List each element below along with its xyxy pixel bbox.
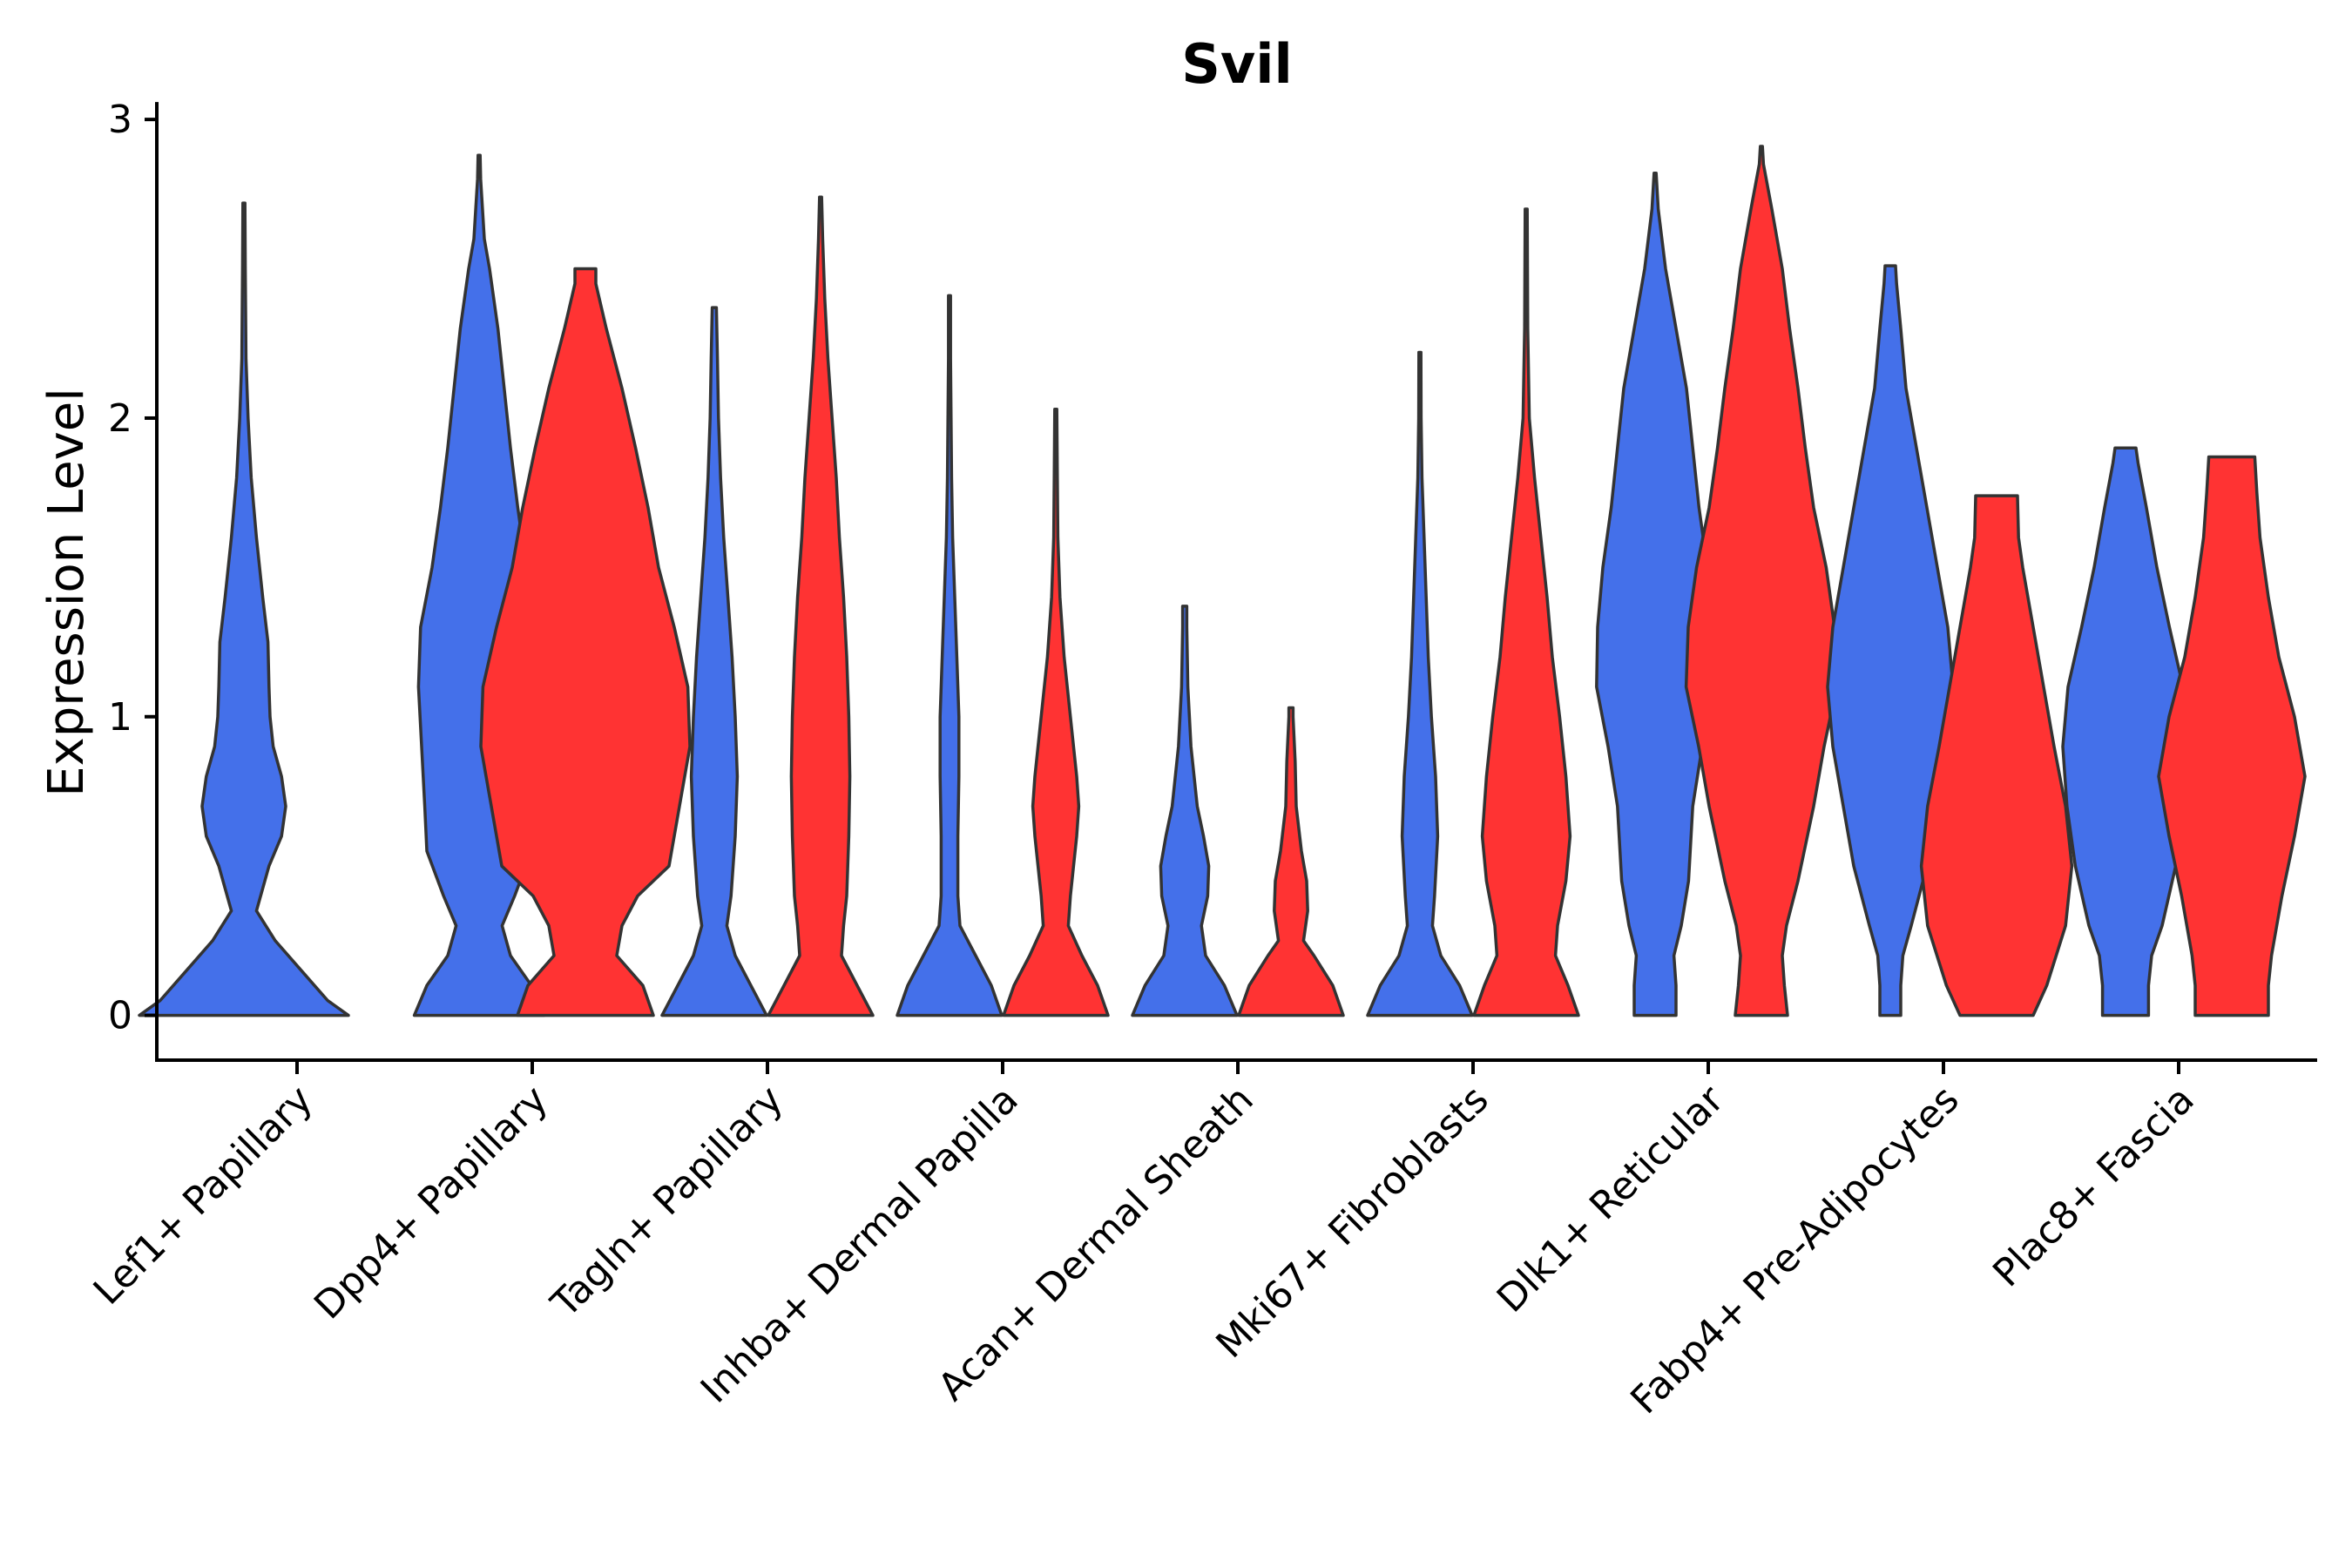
violin-plac8-fascia-group2 — [2157, 455, 2307, 1017]
y-tick-label-0: 0 — [108, 994, 132, 1038]
violin-inhba-dermal-papilla-group2 — [1002, 407, 1110, 1017]
violin-fabp4-pre-adipocytes-group2 — [1919, 494, 2074, 1017]
violin-acan-dermal-sheath-group1 — [1131, 605, 1239, 1017]
violin-acan-dermal-sheath-group2 — [1237, 706, 1345, 1017]
violins-layer — [138, 145, 2307, 1017]
violin-mki67-fibroblasts-group2 — [1472, 207, 1580, 1017]
y-axis-label: Expression Level — [38, 388, 95, 797]
violin-dpp4-papillary-group2 — [479, 267, 692, 1017]
violin-inhba-dermal-papilla-group1 — [896, 294, 1004, 1017]
y-tick-label-2: 2 — [108, 396, 132, 441]
x-tick-label-plac8-fascia: Plac8+ Fascia — [1984, 1078, 2203, 1296]
violin-tagln-papillary-group2 — [767, 195, 875, 1017]
violin-lef1-papillary-group1 — [138, 201, 350, 1017]
x-tick-label-dpp4-papillary: Dpp4+ Papillary — [306, 1078, 557, 1328]
x-tick-label-lef1-papillary: Lef1+ Papillary — [85, 1078, 321, 1314]
chart-title: Svil — [1181, 32, 1293, 96]
x-tick-label-dlk1-reticular: Dlk1+ Reticular — [1489, 1077, 1734, 1321]
violin-mki67-fibroblasts-group1 — [1366, 350, 1474, 1017]
y-tick-label-3: 3 — [108, 98, 132, 142]
violin-dlk1-reticular-group2 — [1684, 145, 1839, 1017]
violin-tagln-papillary-group1 — [660, 306, 768, 1017]
y-tick-label-1: 1 — [108, 695, 132, 740]
violin-dlk1-reticular-group1 — [1595, 172, 1715, 1017]
x-tick-label-tagln-papillary: Tagln+ Papillary — [543, 1078, 792, 1327]
x-tick-label-mki67-fibroblasts: Mki67+ Fibroblasts — [1207, 1078, 1497, 1367]
